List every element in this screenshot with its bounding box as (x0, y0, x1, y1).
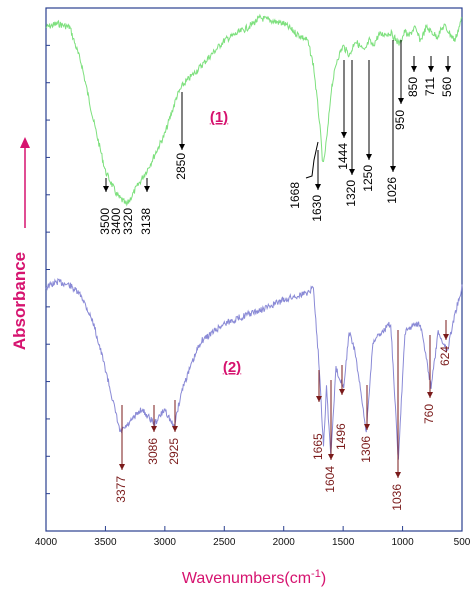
x-axis-label: Wavenumbers(cm (182, 570, 311, 587)
peak-label: 711 (423, 77, 437, 96)
peak-arrowhead-icon (328, 454, 334, 460)
peak-arrowhead-icon (339, 389, 345, 395)
series-2-label: (2) (223, 359, 241, 376)
peak-label: 1496 (334, 423, 348, 450)
peak-label: 1320 (344, 180, 358, 207)
peak-leader-line (305, 141, 319, 179)
peak-label: 1306 (359, 436, 373, 463)
spectrum-2-line (45, 277, 463, 460)
peak-label: 2850 (174, 153, 188, 180)
peak-arrowhead-icon (144, 186, 150, 192)
x-tick-label: 1500 (332, 537, 355, 548)
peak-label: 1026 (385, 177, 399, 204)
x-axis-label-sup: -1 (311, 568, 321, 580)
peak-label: 1665 (311, 433, 325, 460)
peak-arrowhead-icon (427, 392, 433, 398)
peak-arrowhead-icon (411, 66, 417, 72)
peak-label: 1036 (390, 484, 404, 511)
peak-arrowhead-icon (103, 186, 109, 192)
spectrum-1-line (45, 13, 463, 207)
x-tick-label: 1000 (391, 537, 414, 548)
x-axis-title: Wavenumbers(cm-1) (182, 568, 326, 587)
peak-label: 760 (422, 404, 436, 424)
y-axis-ticks (46, 44, 50, 495)
peak-arrowhead-icon (398, 98, 404, 104)
peak-arrowhead-icon (179, 144, 185, 150)
peak-arrowhead-icon (390, 166, 396, 172)
x-tick-label: 2500 (213, 537, 236, 548)
peak-arrowhead-icon (445, 66, 451, 72)
y-axis-title: Absorbance (10, 137, 30, 350)
peak-arrowhead-icon (315, 184, 321, 190)
peak-arrowhead-icon (364, 424, 370, 430)
x-axis-label-close: ) (321, 570, 326, 587)
x-tick-label: 3500 (94, 537, 117, 548)
x-tick-label: 2000 (273, 537, 296, 548)
peak-label: 3320 (121, 208, 135, 235)
y-axis-arrowhead-icon (20, 137, 30, 148)
peak-label: 2925 (167, 438, 181, 465)
peak-arrowhead-icon (151, 426, 157, 432)
x-tick-label: 4000 (35, 537, 58, 548)
peak-arrowhead-icon (119, 464, 125, 470)
peak-arrowhead-icon (316, 396, 322, 402)
peak-label: 3400 (109, 208, 123, 235)
peak-label: 1250 (361, 165, 375, 192)
peak-label: 1604 (323, 466, 337, 493)
x-tick-label: 3000 (154, 537, 177, 548)
peak-label: 950 (393, 110, 407, 130)
peak-label: 624 (438, 346, 452, 366)
peak-arrowhead-icon (349, 169, 355, 175)
peak-arrowhead-icon (443, 334, 449, 340)
plot-frame (45, 7, 463, 532)
peak-label: 3138 (139, 208, 153, 235)
y-axis-label: Absorbance (10, 252, 29, 350)
peak-arrowhead-icon (395, 472, 401, 478)
peak-label: 3377 (114, 476, 128, 503)
peak-label: 560 (440, 77, 454, 97)
peak-label: 1668 (288, 182, 302, 209)
peak-label: 1630 (310, 195, 324, 222)
peak-label: 3086 (146, 438, 160, 465)
x-axis-ticks: 4000 3500 3000 2500 2000 1500 1000 500 (35, 526, 471, 548)
x-tick-label: 500 (454, 537, 471, 548)
peak-label: 850 (406, 77, 420, 97)
peak-label: 3500 (98, 208, 112, 235)
peak-arrowhead-icon (428, 66, 434, 72)
peak-arrowhead-icon (366, 154, 372, 160)
peak-arrowhead-icon (341, 132, 347, 138)
peak-label: 1444 (336, 143, 350, 170)
peak-arrowhead-icon (172, 426, 178, 432)
series-1-label: (1) (210, 109, 228, 126)
